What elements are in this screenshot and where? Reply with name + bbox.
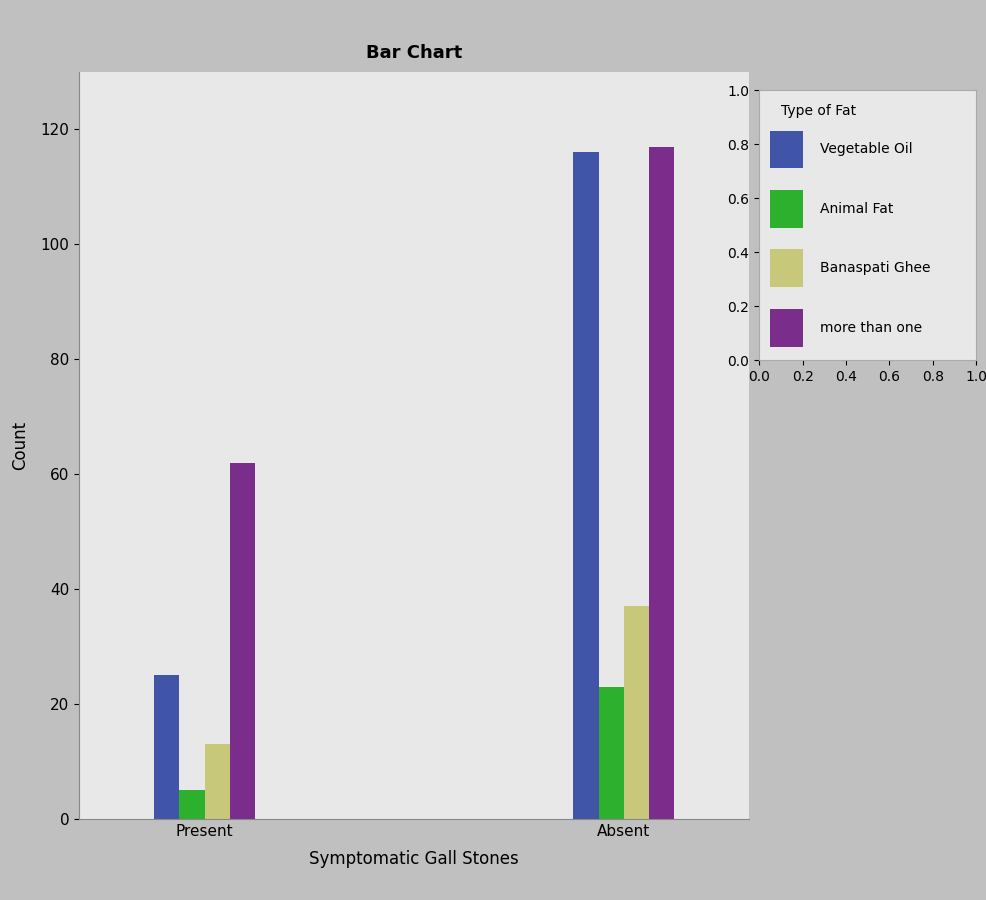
Bar — [154, 675, 179, 819]
Text: Animal Fat: Animal Fat — [820, 202, 893, 216]
Text: Vegetable Oil: Vegetable Oil — [820, 142, 913, 157]
Text: Type of Fat: Type of Fat — [781, 104, 856, 118]
Bar — [205, 744, 230, 819]
Bar — [179, 790, 205, 819]
Bar — [230, 463, 254, 819]
FancyBboxPatch shape — [770, 190, 803, 228]
Text: more than one: more than one — [820, 320, 922, 335]
Y-axis label: Count: Count — [11, 421, 30, 470]
FancyBboxPatch shape — [770, 249, 803, 287]
Bar — [573, 152, 599, 819]
Text: Banaspati Ghee: Banaspati Ghee — [820, 261, 931, 275]
FancyBboxPatch shape — [770, 130, 803, 168]
X-axis label: Symptomatic Gall Stones: Symptomatic Gall Stones — [310, 850, 519, 868]
Bar — [623, 607, 649, 819]
Bar — [599, 687, 623, 819]
FancyBboxPatch shape — [770, 309, 803, 346]
Title: Bar Chart: Bar Chart — [366, 44, 462, 62]
Bar — [649, 147, 674, 819]
